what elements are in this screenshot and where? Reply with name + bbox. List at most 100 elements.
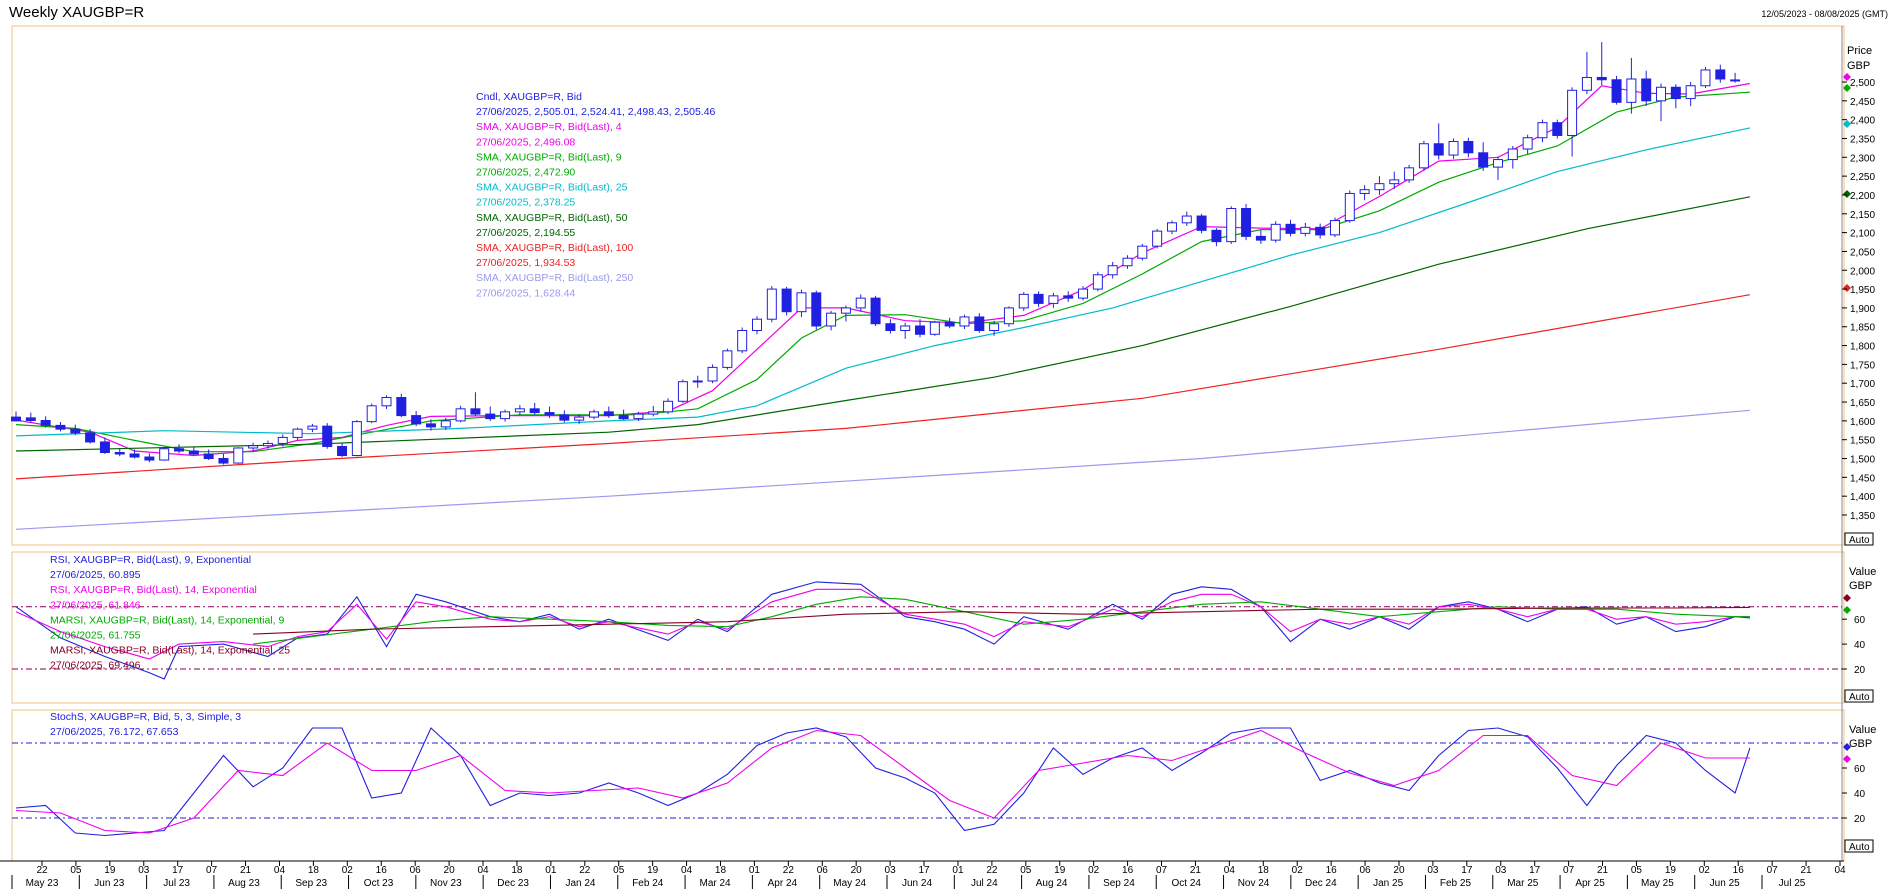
candle-body — [529, 408, 540, 414]
x-month-label: Dec 24 — [1305, 878, 1337, 889]
legend-entry: SMA, XAUGBP=R, Bid(Last), 25 — [476, 182, 628, 194]
candle-body — [1418, 143, 1429, 169]
candle-body — [1433, 143, 1444, 156]
price-tick-label: 1,950 — [1850, 285, 1875, 296]
legend-entry: 27/06/2025, 2,472.90 — [476, 167, 575, 179]
legend-entry: 27/06/2025, 61.846 — [50, 599, 141, 611]
candle-body — [1285, 223, 1296, 234]
candle-body — [1537, 122, 1548, 139]
x-day-label: 17 — [918, 865, 930, 876]
last-value-marker — [1843, 743, 1851, 751]
candle-body — [1656, 86, 1667, 102]
candle-body — [174, 448, 185, 452]
sma-line — [15, 91, 1750, 453]
last-value-marker — [1843, 284, 1851, 292]
candle-body — [870, 297, 881, 325]
x-day-label: 16 — [376, 865, 388, 876]
candle-body — [989, 323, 1000, 332]
x-day-label: 21 — [240, 865, 252, 876]
candle-body — [737, 330, 748, 352]
legend-entry: SMA, XAUGBP=R, Bid(Last), 9 — [476, 151, 622, 163]
candle-body — [514, 408, 525, 413]
legend-entry: 27/06/2025, 2,496.08 — [476, 136, 575, 148]
price-panel-frame — [11, 25, 1845, 546]
candle-body — [1581, 76, 1592, 91]
candle-body — [1033, 293, 1044, 304]
x-day-label: 03 — [138, 865, 150, 876]
x-day-label: 04 — [274, 865, 286, 876]
x-day-label: 04 — [477, 865, 489, 876]
candle-body — [1018, 293, 1029, 309]
price-auto-label: Auto — [1849, 535, 1870, 546]
rsi-line — [15, 588, 1750, 660]
candle-body — [692, 380, 703, 383]
candle-body — [218, 458, 229, 464]
price-tick-label: 2,200 — [1850, 191, 1875, 202]
candle-body — [1374, 183, 1385, 191]
sma-line — [15, 196, 1751, 452]
stoch-tick-label: 40 — [1854, 789, 1866, 800]
candle-body — [114, 451, 125, 455]
candle-body — [1329, 220, 1340, 236]
candle-body — [811, 292, 822, 327]
candle-body — [885, 323, 896, 332]
x-month-label: Feb 25 — [1440, 878, 1472, 889]
x-day-label: 05 — [70, 865, 82, 876]
x-day-label: 17 — [172, 865, 184, 876]
last-value-marker — [1843, 120, 1851, 128]
candle-body — [1522, 137, 1533, 150]
candle-body — [900, 325, 911, 332]
candle-body — [188, 450, 199, 455]
candle-body — [1092, 274, 1103, 290]
price-tick-label: 2,150 — [1850, 210, 1875, 221]
candle-body — [1048, 295, 1059, 304]
candle-body — [677, 381, 688, 402]
candle-body — [440, 420, 451, 428]
rsi-auto-button[interactable] — [1844, 689, 1874, 703]
x-day-label: 19 — [1665, 865, 1677, 876]
price-tick-label: 1,550 — [1850, 436, 1875, 447]
candle-body — [1003, 307, 1014, 325]
x-day-label: 02 — [1292, 865, 1304, 876]
candle-body — [1448, 140, 1459, 156]
stoch-auto-button[interactable] — [1844, 839, 1874, 853]
x-day-label: 04 — [681, 865, 693, 876]
price-auto-button[interactable] — [1844, 532, 1874, 546]
candle-body — [351, 421, 362, 457]
last-value-marker — [1843, 755, 1851, 763]
rsi-line — [253, 606, 1750, 635]
candle-body — [233, 447, 244, 464]
candle-body — [203, 453, 214, 460]
candle-body — [1300, 226, 1311, 234]
candle-body — [1715, 69, 1726, 80]
candle-body — [1507, 148, 1518, 161]
x-month-label: Mar 24 — [700, 878, 732, 889]
legend-entry: 27/06/2025, 1,934.53 — [476, 257, 575, 269]
x-day-label: 02 — [1699, 865, 1711, 876]
x-month-label: Nov 23 — [430, 878, 462, 889]
x-month-label: Aug 23 — [228, 878, 260, 889]
x-day-label: 04 — [1834, 865, 1846, 876]
x-day-label: 05 — [1020, 865, 1032, 876]
x-month-label: Jun 23 — [94, 878, 124, 889]
legend-entry: Cndl, XAUGBP=R, Bid — [476, 91, 582, 103]
series-layer — [15, 73, 1851, 837]
stoch-auto-label: Auto — [1849, 842, 1870, 853]
price-tick-label: 2,500 — [1850, 78, 1875, 89]
legend-entry: SMA, XAUGBP=R, Bid(Last), 50 — [476, 212, 628, 224]
x-day-label: 18 — [511, 865, 523, 876]
candle-body — [70, 428, 81, 434]
rsi-tick-label: 40 — [1854, 640, 1866, 651]
legend-entry: 27/06/2025, 2,194.55 — [476, 227, 575, 239]
last-value-marker — [1843, 190, 1851, 198]
x-day-label: 05 — [613, 865, 625, 876]
candle-body — [648, 411, 659, 415]
candle-body — [603, 411, 614, 417]
x-day-label: 16 — [1122, 865, 1134, 876]
candle-body — [1241, 208, 1252, 237]
chart-title: Weekly XAUGBP=R — [9, 4, 145, 21]
rsi-panel-frame — [11, 551, 1845, 704]
candle-body — [1255, 235, 1266, 241]
candle-body — [1181, 215, 1192, 224]
